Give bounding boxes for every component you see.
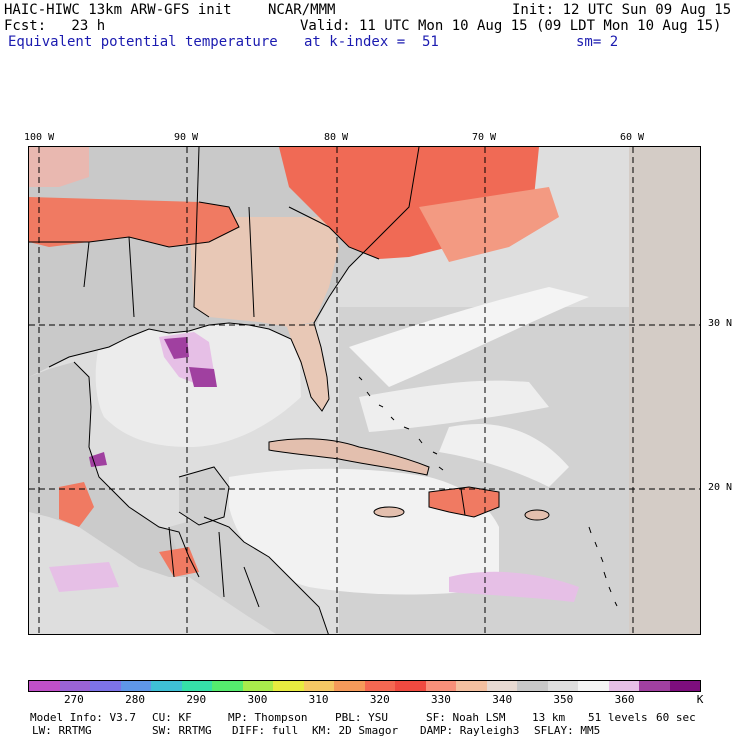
level-label: at k-index = 51 bbox=[304, 34, 439, 50]
colorbar-tick-label: 310 bbox=[308, 693, 329, 706]
colorbar-swatch bbox=[608, 681, 639, 691]
lon-label-90w: 90 W bbox=[174, 132, 199, 143]
lat-lon-grid bbox=[29, 147, 700, 634]
coastlines bbox=[29, 147, 618, 634]
footer-item: 60 sec bbox=[656, 711, 696, 724]
colorbar-swatch bbox=[29, 681, 60, 691]
colorbar-swatch bbox=[364, 681, 395, 691]
colorbar-swatch bbox=[273, 681, 304, 691]
colorbar-tick-label: 340 bbox=[492, 693, 513, 706]
us-tan-region bbox=[189, 217, 339, 327]
colorbar-swatch bbox=[181, 681, 212, 691]
map-canvas bbox=[29, 147, 700, 634]
lat-label-30n: 30 N bbox=[708, 318, 733, 329]
colorbar-unit: K bbox=[696, 693, 704, 706]
colorbar-tick-label: 330 bbox=[431, 693, 451, 706]
colorbar-swatch bbox=[456, 681, 487, 691]
colorbar-tick-label: 290 bbox=[186, 693, 207, 706]
footer-item: CU: KF bbox=[152, 711, 192, 724]
colorbar-swatch bbox=[669, 681, 700, 691]
footer-item: 13 km bbox=[532, 711, 566, 724]
footer-item: SFLAY: MM5 bbox=[534, 724, 601, 737]
colorbar-swatch bbox=[486, 681, 517, 691]
lon-label-70w: 70 W bbox=[472, 132, 497, 143]
footer-item: MP: Thompson bbox=[228, 711, 308, 724]
cuba-land bbox=[269, 438, 429, 475]
colorbar-swatch bbox=[151, 681, 182, 691]
model-title: HAIC-HIWC 13km ARW-GFS init bbox=[4, 2, 232, 18]
colorbar-swatch bbox=[578, 681, 609, 691]
mexico-warm-patch bbox=[59, 482, 94, 527]
colorbar-tick-label: 300 bbox=[247, 693, 268, 706]
colorbar-swatch bbox=[425, 681, 456, 691]
hispaniola-land bbox=[429, 487, 499, 517]
footer-item: DIFF: full bbox=[232, 724, 299, 737]
puerto-rico-land bbox=[525, 510, 549, 520]
jamaica-land bbox=[374, 507, 404, 517]
valid-time: Valid: 11 UTC Mon 10 Aug 15 (09 LDT Mon … bbox=[300, 18, 722, 34]
central-america-land bbox=[169, 517, 329, 634]
colorbar-swatch bbox=[547, 681, 578, 691]
atlantic-white-streak bbox=[349, 287, 589, 387]
footer-item: SF: Noah LSM bbox=[426, 711, 506, 724]
colorbar-tick-label: 280 bbox=[125, 693, 145, 706]
florida-land bbox=[287, 323, 329, 411]
colorbar-swatch bbox=[242, 681, 273, 691]
smoothing-label: sm= 2 bbox=[576, 34, 619, 50]
footer-item: SW: RRTMG bbox=[152, 724, 212, 737]
colorbar-swatch bbox=[303, 681, 334, 691]
colorbar-swatch bbox=[334, 681, 365, 691]
theta-e-map bbox=[28, 146, 701, 635]
init-time: Init: 12 UTC Sun 09 Aug 15 bbox=[512, 2, 732, 18]
colorbar-tick-label: 360 bbox=[614, 693, 635, 706]
lon-label-80w: 80 W bbox=[324, 132, 349, 143]
footer-item: KM: 2D Smagor bbox=[312, 724, 399, 737]
colorbar-swatch bbox=[517, 681, 548, 691]
footer-item: PBL: YSU bbox=[335, 711, 388, 724]
org-label: NCAR/MMM bbox=[268, 2, 336, 18]
lon-label-100w: 100 W bbox=[24, 132, 55, 143]
colorbar-tick-label: 350 bbox=[553, 693, 574, 706]
footer-item: DAMP: Rayleigh3 bbox=[420, 724, 520, 737]
colorbar-swatch bbox=[120, 681, 151, 691]
field-name: Equivalent potential temperature bbox=[8, 34, 278, 50]
footer-item: 51 levels bbox=[588, 711, 648, 724]
colorbar-swatch bbox=[90, 681, 121, 691]
yucatan-land bbox=[179, 467, 229, 525]
colorbar-tick-label: 270 bbox=[63, 693, 84, 706]
lat-label-20n: 20 N bbox=[708, 482, 733, 493]
colorbar-swatch bbox=[639, 681, 670, 691]
footer-item: LW: RRTMG bbox=[32, 724, 92, 737]
colorbar-swatch bbox=[59, 681, 90, 691]
colorbar bbox=[28, 680, 701, 692]
eastern-tan-band bbox=[629, 147, 700, 634]
lon-label-60w: 60 W bbox=[620, 132, 645, 143]
footer-item: Model Info: V3.7 bbox=[30, 711, 136, 724]
colorbar-swatch bbox=[395, 681, 426, 691]
colorbar-swatch bbox=[212, 681, 243, 691]
forecast-hour: Fcst: 23 h bbox=[4, 18, 106, 34]
colorbar-tick-label: 320 bbox=[369, 693, 390, 706]
